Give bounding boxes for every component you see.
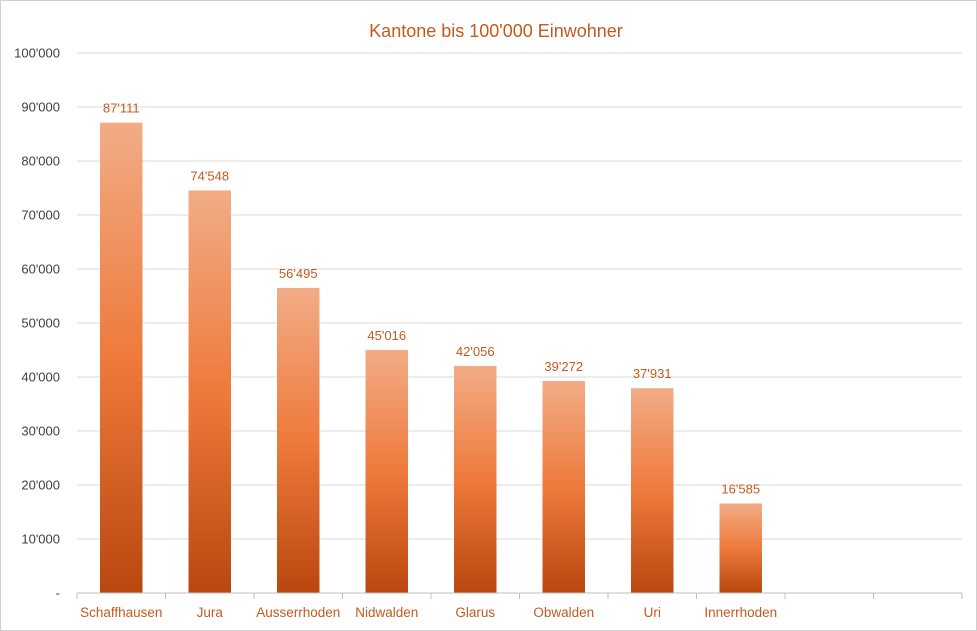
x-tick-label: Obwalden (533, 605, 594, 620)
x-tick-label: Schaffhausen (80, 605, 162, 620)
y-axis-ticks: - 10'000 20'000 30'000 40'000 50'000 60'000 70'… (14, 46, 60, 601)
y-tick-label: 100'000 (14, 46, 60, 61)
x-axis (76, 592, 963, 599)
data-label: 87'111 (103, 101, 140, 116)
x-tick-label: Nidwalden (355, 605, 418, 620)
data-label: 56'495 (279, 266, 318, 281)
bars (100, 122, 762, 594)
y-tick-label: 10'000 (21, 532, 60, 547)
bar (365, 349, 408, 593)
data-label: 42'056 (456, 344, 495, 359)
chart-title: Kantone bis 100'000 Einwohner (369, 21, 623, 41)
data-label: 45'016 (367, 328, 406, 343)
bar (719, 503, 762, 593)
y-tick-label: 20'000 (21, 478, 60, 493)
bar (100, 122, 143, 594)
x-tick-label: Jura (197, 605, 224, 620)
y-tick-label: 80'000 (21, 154, 60, 169)
x-tick-label: Ausserrhoden (256, 605, 340, 620)
data-labels: 87'111 74'548 56'495 45'016 42'056 39'272 37'9… (103, 101, 760, 497)
y-tick-label: 90'000 (21, 100, 60, 115)
data-label: 39'272 (544, 359, 583, 374)
x-tick-label: Innerrhoden (704, 605, 777, 620)
bar (454, 365, 497, 593)
bar (631, 388, 674, 593)
bar (542, 380, 585, 593)
bar (277, 287, 320, 593)
y-tick-label: - (56, 586, 60, 601)
y-tick-label: 60'000 (21, 262, 60, 277)
x-tick-label: Glarus (455, 605, 495, 620)
data-label: 16'585 (721, 481, 760, 496)
y-tick-label: 70'000 (21, 208, 60, 223)
data-label: 74'548 (190, 168, 229, 183)
y-tick-label: 40'000 (21, 370, 60, 385)
y-tick-label: 50'000 (21, 316, 60, 331)
bar (188, 190, 231, 593)
y-tick-label: 30'000 (21, 424, 60, 439)
data-label: 37'931 (633, 366, 672, 381)
x-tick-label: Uri (644, 605, 661, 620)
x-axis-ticks: Schaffhausen Jura Ausserrhoden Nidwalden Gla… (80, 605, 777, 620)
